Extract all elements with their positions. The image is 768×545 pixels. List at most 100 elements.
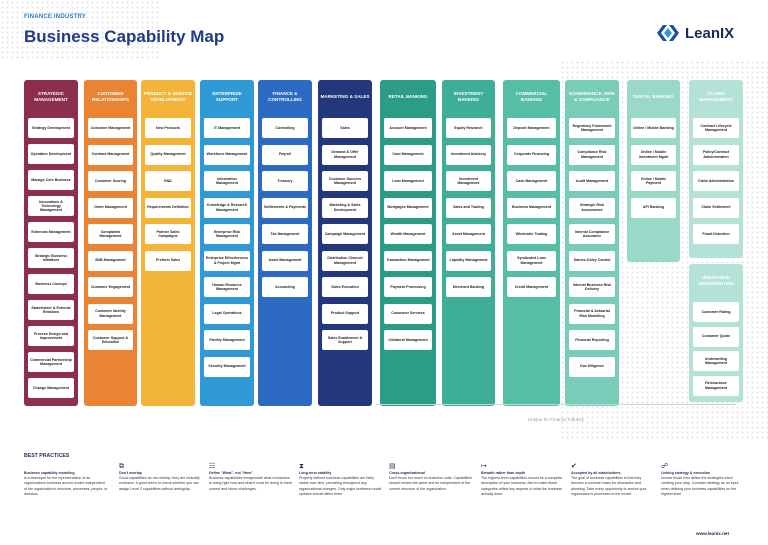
capability-card[interactable]: Preform Sales (145, 250, 191, 271)
capability-card[interactable]: Change Management (28, 378, 74, 398)
capability-card[interactable]: Investment Advisory (446, 144, 491, 165)
capability-card[interactable]: Business Management (507, 197, 556, 218)
capability-card[interactable]: Sarnes-Oxley Control (569, 250, 615, 271)
capability-card[interactable]: B2B Management (88, 250, 133, 271)
capability-card[interactable]: Manage Core Business (28, 170, 74, 190)
capability-card[interactable]: Contract Lifecycle Management (693, 118, 739, 138)
capability-card[interactable]: New Products (145, 118, 191, 138)
capability-card[interactable]: Customer Engagement (88, 277, 133, 297)
capability-card[interactable]: Enterprise Effectiveness & Project Mgmt (204, 250, 250, 271)
capability-card[interactable]: Customer Scoring (88, 171, 133, 191)
capability-card[interactable]: Claim Settlement (693, 197, 739, 218)
capability-card[interactable]: IT Management (204, 118, 250, 138)
capability-card[interactable]: Internal Compliance Assurance (569, 224, 615, 244)
capability-card[interactable]: Wealth Management (384, 224, 432, 244)
capability-card[interactable]: Financial & Actuarial Risk Modelling (569, 303, 615, 324)
capability-card[interactable]: Customer Identity Management (88, 303, 133, 324)
capability-card[interactable]: Sales Execution (322, 277, 368, 297)
capability-card[interactable]: Workforce Management (204, 144, 250, 165)
capability-card[interactable]: Merchant Banking (446, 277, 491, 297)
capability-card[interactable]: Legal Operations (204, 303, 250, 324)
capability-card[interactable]: Demand & Offer Management (322, 144, 368, 165)
capability-card[interactable]: Customer Support & Education (88, 330, 133, 350)
capability-card[interactable]: Externals Management (28, 222, 74, 242)
capability-card[interactable]: Enterprise Risk Management (204, 224, 250, 244)
capability-card[interactable]: Sales and Trading (446, 197, 491, 218)
capability-card[interactable]: Compliance Risk Management (569, 144, 615, 165)
capability-card[interactable]: Strategy Development (28, 118, 74, 138)
capability-card[interactable]: Consumer Services (384, 303, 432, 324)
capability-card[interactable]: Online / Mobile Banking (631, 118, 676, 138)
capability-card[interactable]: Cash Management (507, 171, 556, 191)
capability-card[interactable]: Policy/Contract Administration (693, 144, 739, 165)
capability-card[interactable]: Loan Management (384, 171, 432, 191)
capability-card[interactable]: Reinsurance Management (693, 375, 739, 396)
capability-card[interactable]: Audit Management (569, 171, 615, 191)
capability-card[interactable]: Internal Business Risk Delivery (569, 277, 615, 297)
capability-card[interactable]: Regulatory Framework Management (569, 118, 615, 138)
capability-card[interactable]: Due Diligence (569, 356, 615, 377)
capability-card[interactable]: Liquidity Management (446, 250, 491, 271)
capability-card[interactable]: Tax Management (262, 224, 308, 244)
capability-card[interactable]: Mortgages Management (384, 197, 432, 218)
capability-card[interactable]: Marketing & Sales Development (322, 197, 368, 218)
capability-card[interactable]: Corporate Financing (507, 144, 556, 165)
capability-card[interactable]: Transaction Management (384, 250, 432, 271)
capability-card[interactable]: Operation Development (28, 144, 74, 164)
capability-card[interactable]: Credit Management (507, 277, 556, 297)
capability-card[interactable]: Asset Management (446, 224, 491, 244)
capability-card[interactable]: Distribution Channel Management (322, 250, 368, 271)
capability-card[interactable]: Security Management (204, 356, 250, 377)
capability-card[interactable]: Contract Management (88, 144, 133, 165)
capability-card[interactable]: Payment Processing (384, 277, 432, 297)
capability-card[interactable]: R&D (145, 171, 191, 191)
capability-card[interactable]: Human Resource Management (204, 277, 250, 297)
capability-card[interactable]: Claim Administration (693, 171, 739, 191)
capability-card[interactable]: Customer Quote (693, 326, 739, 347)
capability-card[interactable]: Facility Management (204, 330, 250, 350)
capability-card[interactable]: Wholesale Trading (507, 224, 556, 244)
capability-card[interactable]: Controlling (262, 118, 308, 138)
capability-card[interactable]: Customer Success Management (322, 171, 368, 191)
capability-card[interactable]: Online / Mobile Payment (631, 171, 676, 191)
capability-card[interactable]: Customer Management (88, 118, 133, 138)
capability-card[interactable]: Process Design and Improvement (28, 326, 74, 346)
capability-card[interactable]: Strategic Risk Assessment (569, 197, 615, 218)
capability-card[interactable]: Knowledge & Research Management (204, 197, 250, 218)
capability-card[interactable]: Investment Management (446, 171, 491, 191)
capability-card[interactable]: Collateral Management (384, 330, 432, 350)
capability-card[interactable]: Complaints Management (88, 224, 133, 244)
capability-card[interactable]: Campaign Management (322, 224, 368, 244)
capability-card[interactable]: Asset Management (262, 250, 308, 271)
capability-card[interactable]: API Banking (631, 197, 676, 218)
capability-card[interactable]: Quality Management (145, 144, 191, 165)
capability-card[interactable]: Business Concept (28, 274, 74, 294)
capability-card[interactable]: Sales (322, 118, 368, 138)
capability-card[interactable]: Information Management (204, 171, 250, 191)
capability-card[interactable]: Stakeholder & External Relations (28, 300, 74, 320)
capability-card[interactable]: Underwriting Management (693, 351, 739, 371)
capability-card[interactable]: Equity Research (446, 118, 491, 138)
capability-card[interactable]: Fraud Detection (693, 224, 739, 244)
capability-card[interactable]: Deposit Management (507, 118, 556, 138)
capability-card[interactable]: Financial Reporting (569, 330, 615, 350)
capability-card[interactable]: Syndicated Loan Management (507, 250, 556, 271)
leanix-logo[interactable]: LeanIX (656, 24, 734, 42)
capability-card[interactable]: Settlements & Payments (262, 197, 308, 218)
capability-card[interactable]: Partner Sales Campaigns (145, 224, 191, 244)
capability-card[interactable]: Payroll (262, 144, 308, 165)
capability-card[interactable]: Accounting (262, 277, 308, 297)
capability-card[interactable]: Commercial Partnership Management (28, 352, 74, 372)
capability-card[interactable]: Customer Rating (693, 302, 739, 322)
capability-card[interactable]: Product Support (322, 303, 368, 324)
capability-card[interactable]: Innovations & Technology Management (28, 196, 74, 216)
capability-card[interactable]: Online / Mobile Investment Mgmt (631, 144, 676, 165)
capability-card[interactable]: Sales Enablement & Support (322, 330, 368, 350)
capability-card[interactable]: Treasury (262, 171, 308, 191)
capability-card[interactable]: Card Management (384, 144, 432, 165)
footer-url[interactable]: www.leanix.net (696, 531, 730, 536)
capability-card[interactable]: Order Management (88, 197, 133, 218)
capability-card[interactable]: Requirements Definition (145, 197, 191, 218)
capability-card[interactable]: Strategic Business Initiatives (28, 248, 74, 268)
capability-card[interactable]: Account Management (384, 118, 432, 138)
